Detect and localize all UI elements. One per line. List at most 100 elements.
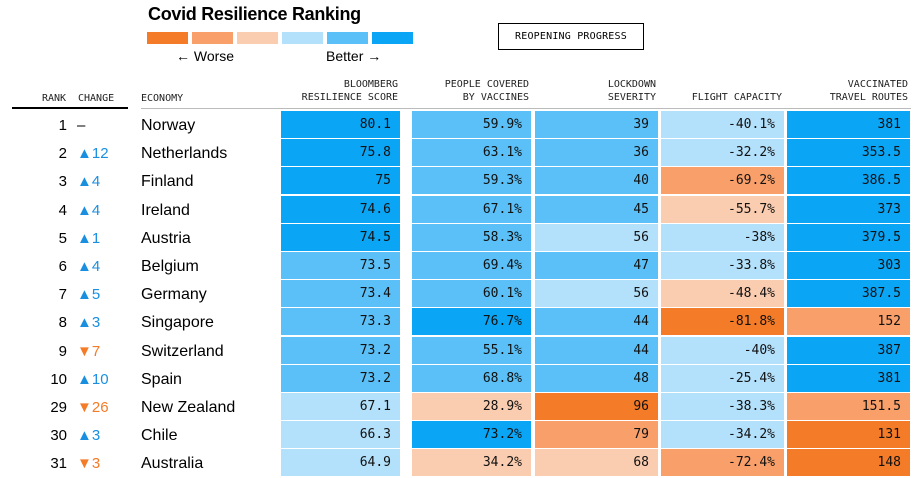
vaccines-cell: 58.3% (412, 224, 531, 251)
header-rank[interactable]: RANK (42, 93, 67, 104)
routes-cell: 387.5 (787, 280, 910, 307)
rank-value: 2 (58, 145, 67, 162)
score-cell: 73.3 (281, 308, 400, 335)
lockdown-cell: 48 (535, 365, 658, 392)
flight-cell: -34.2% (661, 421, 784, 448)
lockdown-cell: 56 (535, 280, 658, 307)
rank-value: 3 (58, 173, 67, 190)
vaccines-cell: 59.3% (412, 167, 531, 194)
flight-cell: -40.1% (661, 111, 784, 138)
economy-name: Finland (141, 173, 194, 190)
flight-cell: -38.3% (661, 393, 784, 420)
header-routes[interactable]: VACCINATED TRAVEL ROUTES (786, 78, 908, 104)
flight-cell: -38% (661, 224, 784, 251)
legend-swatch-3 (237, 32, 278, 44)
economy-name: Belgium (141, 258, 199, 275)
lockdown-cell: 56 (535, 224, 658, 251)
header-vaccines[interactable]: PEOPLE COVERED BY VACCINES (413, 78, 529, 104)
economy-name: Singapore (141, 314, 214, 331)
vaccines-cell: 68.8% (412, 365, 531, 392)
lockdown-cell: 36 (535, 139, 658, 166)
routes-cell: 353.5 (787, 139, 910, 166)
header-change[interactable]: CHANGE (78, 93, 115, 104)
rank-value: 10 (50, 371, 67, 388)
vaccines-cell: 59.9% (412, 111, 531, 138)
legend-better-label: Better → (326, 48, 382, 64)
change-value: ▲4 (77, 173, 101, 190)
lockdown-cell: 96 (535, 393, 658, 420)
lockdown-cell: 68 (535, 449, 658, 476)
economy-name: Austria (141, 230, 191, 247)
header-score[interactable]: BLOOMBERG RESILIENCE SCORE (282, 78, 398, 104)
change-value: ▼26 (77, 399, 109, 416)
economy-name: Germany (141, 286, 207, 303)
vaccines-cell: 69.4% (412, 252, 531, 279)
header-lockdown[interactable]: LOCKDOWN SEVERITY (540, 78, 656, 104)
legend-swatch-1 (147, 32, 188, 44)
header-economy[interactable]: ECONOMY (141, 93, 184, 104)
header-score-line-2: RESILIENCE SCORE (301, 92, 398, 103)
routes-cell: 381 (787, 111, 910, 138)
header-routes-line-1: VACCINATED (847, 79, 908, 90)
routes-cell: 303 (787, 252, 910, 279)
flight-cell: -72.4% (661, 449, 784, 476)
economy-name: Australia (141, 455, 204, 472)
change-value: ▼3 (77, 455, 101, 472)
score-cell: 74.6 (281, 196, 400, 223)
routes-cell: 152 (787, 308, 910, 335)
header-score-line-1: BLOOMBERG (343, 79, 398, 90)
economy-name: Spain (141, 371, 182, 388)
economy-name: Switzerland (141, 343, 224, 360)
economy-name: New Zealand (141, 399, 236, 416)
chart-title: Covid Resilience Ranking (148, 4, 361, 24)
rank-value: 1 (58, 117, 67, 134)
change-value: ▲1 (77, 230, 101, 247)
rank-value: 4 (58, 202, 67, 219)
routes-cell: 379.5 (787, 224, 910, 251)
rank-value: 31 (50, 455, 67, 472)
vaccines-cell: 60.1% (412, 280, 531, 307)
reopening-progress-button[interactable]: REOPENING PROGRESS (498, 23, 644, 50)
routes-cell: 131 (787, 421, 910, 448)
change-value: – (77, 117, 86, 134)
score-cell: 73.5 (281, 252, 400, 279)
score-cell: 80.1 (281, 111, 400, 138)
score-cell: 73.2 (281, 365, 400, 392)
lockdown-cell: 40 (535, 167, 658, 194)
flight-cell: -81.8% (661, 308, 784, 335)
routes-cell: 373 (787, 196, 910, 223)
vaccines-cell: 73.2% (412, 421, 531, 448)
routes-cell: 387 (787, 337, 910, 364)
score-cell: 73.4 (281, 280, 400, 307)
header-routes-line-2: TRAVEL ROUTES (829, 92, 908, 103)
change-value: ▲4 (77, 258, 101, 275)
routes-cell: 148 (787, 449, 910, 476)
score-cell: 75 (281, 167, 400, 194)
header-flight-line-1: FLIGHT CAPACITY (691, 92, 782, 103)
header-vaccines-line-2: BY VACCINES (462, 92, 529, 103)
vaccines-cell: 55.1% (412, 337, 531, 364)
routes-cell: 386.5 (787, 167, 910, 194)
flight-cell: -33.8% (661, 252, 784, 279)
header-flight[interactable]: FLIGHT CAPACITY (660, 91, 782, 104)
change-value: ▲10 (77, 371, 109, 388)
header-rule (141, 108, 911, 109)
lockdown-cell: 44 (535, 308, 658, 335)
rank-value: 9 (58, 343, 67, 360)
rank-value: 7 (58, 286, 67, 303)
header-lockdown-line-2: SEVERITY (607, 92, 656, 103)
score-cell: 73.2 (281, 337, 400, 364)
score-cell: 74.5 (281, 224, 400, 251)
rank-value: 29 (50, 399, 67, 416)
flight-cell: -55.7% (661, 196, 784, 223)
economy-name: Ireland (141, 202, 190, 219)
score-cell: 66.3 (281, 421, 400, 448)
legend-swatch-5 (327, 32, 368, 44)
vaccines-cell: 67.1% (412, 196, 531, 223)
legend-worse-label: ← Worse (176, 48, 235, 64)
vaccines-cell: 76.7% (412, 308, 531, 335)
score-cell: 64.9 (281, 449, 400, 476)
legend-swatch-2 (192, 32, 233, 44)
lockdown-cell: 39 (535, 111, 658, 138)
change-value: ▲3 (77, 427, 101, 444)
